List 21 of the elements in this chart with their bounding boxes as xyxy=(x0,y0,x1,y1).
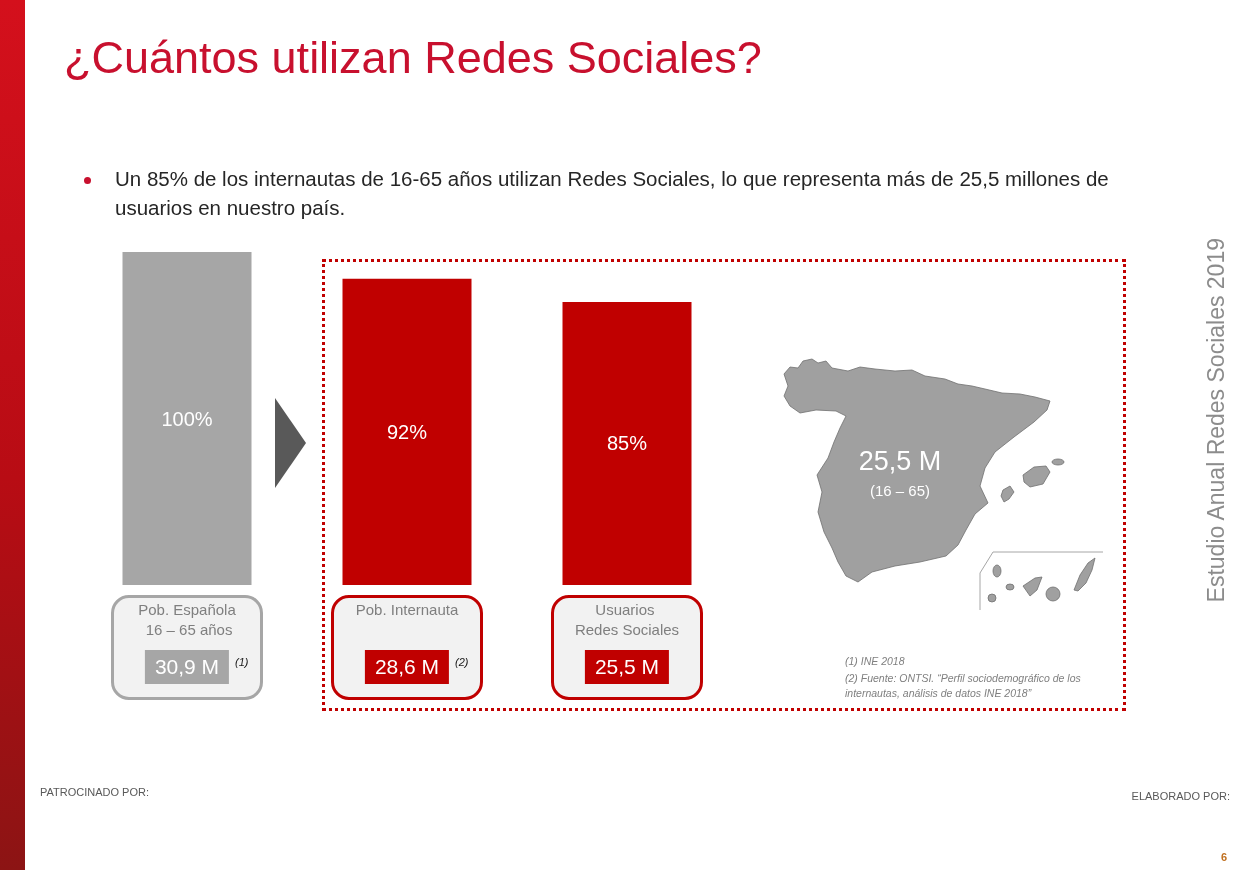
text: PATROCINADO POR: xyxy=(40,786,149,798)
x-tick-label: Pob. Internauta xyxy=(355,600,459,618)
text: 28,6 M xyxy=(364,650,450,684)
chart-subtitle: Un 85% de los internautas de 16-65 años utilizan Redes Sociales, lo que representa más de 25,5 millones de usuarios en nuestro país. xyxy=(115,166,1110,221)
text: 6 xyxy=(1221,851,1228,863)
chart-title: ¿Cuántos utilizan Redes Sociales? xyxy=(64,32,762,84)
x-tick-label: Usuarios Redes Sociales xyxy=(574,600,680,638)
text: (1) xyxy=(235,656,249,668)
text: Estudio Anual Redes Sociales 2019 xyxy=(1203,238,1230,603)
data-label: 85% xyxy=(606,432,648,455)
text: (16 – 65) xyxy=(869,482,931,499)
data-label: 92% xyxy=(386,420,428,443)
text: (2) xyxy=(455,656,469,668)
text: (1) INE 2018 xyxy=(845,655,905,667)
data-label: 100% xyxy=(161,407,213,430)
text: 25,5 M xyxy=(858,446,942,477)
text: 30,9 M xyxy=(144,650,230,684)
text: 25,5 M xyxy=(584,650,670,684)
text: (2) Fuente: ONTSI. “Perfil sociodemográfico de los internautas, análisis de datos INE 2018” xyxy=(845,671,1082,701)
x-tick-label: Pob. Española 16 – 65 años xyxy=(138,600,237,638)
text: ELABORADO POR: xyxy=(1131,790,1230,802)
